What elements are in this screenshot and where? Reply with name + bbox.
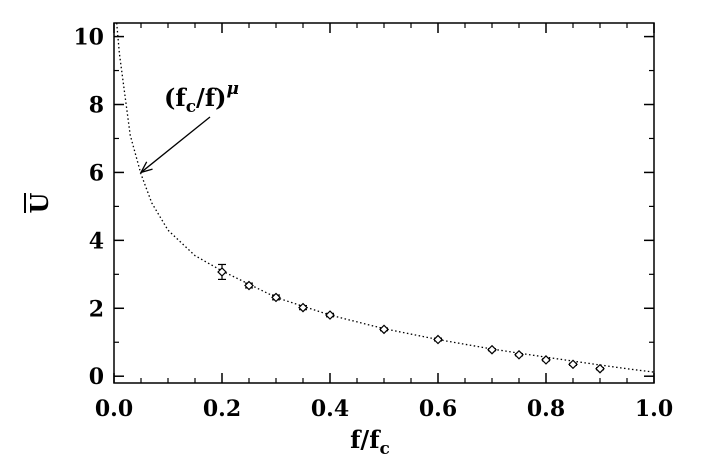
y-axis-title: U [25,192,54,213]
x-axis-title-sub: c [380,439,390,459]
x-axis-title-main: f/f [350,425,381,454]
x-tick-label: 0.8 [527,396,565,422]
y-tick-label: 6 [89,160,104,186]
y-tick-label: 10 [73,25,104,51]
data-point [568,359,578,370]
x-tick-label: 1.0 [635,396,673,422]
annotation-arrow [139,116,211,174]
y-tick-label: 4 [89,228,104,254]
data-point [244,280,254,291]
fit-curve [116,22,655,373]
arrow-head [139,161,153,174]
annotation-sub: c [186,97,196,117]
x-tick-label: 0.2 [203,396,241,422]
data-point [379,324,389,335]
y-tick-label: 2 [89,296,104,322]
x-tick-label: 0.6 [419,396,457,422]
curve-annotation: (fc/f)μ [164,79,239,117]
fit-curve-line [116,22,655,373]
data-point [514,349,524,360]
data-points [217,263,605,374]
x-tick-label: 0.4 [311,396,349,422]
y-tick-label: 8 [89,93,104,119]
x-tick-label: 0.0 [95,396,133,422]
data-point [325,310,335,320]
arrow-shaft [140,116,211,173]
axis-ticks: 0.0 0.2 0.4 0.6 0.8 1.0 0 2 4 6 8 10 [73,23,673,422]
data-point [595,363,605,374]
annotation-sup: μ [227,79,239,99]
y-tick-label: 0 [89,364,104,390]
annotation-open: (f [164,83,187,112]
x-axis-title: f/fc [350,425,390,459]
data-point [433,334,443,345]
data-point [298,302,308,313]
y-axis-title-group: U [24,192,54,213]
data-point [217,267,227,277]
annotation-rest: /f) [196,83,226,112]
data-point [487,344,497,355]
data-point [271,292,281,303]
data-point [541,355,551,365]
